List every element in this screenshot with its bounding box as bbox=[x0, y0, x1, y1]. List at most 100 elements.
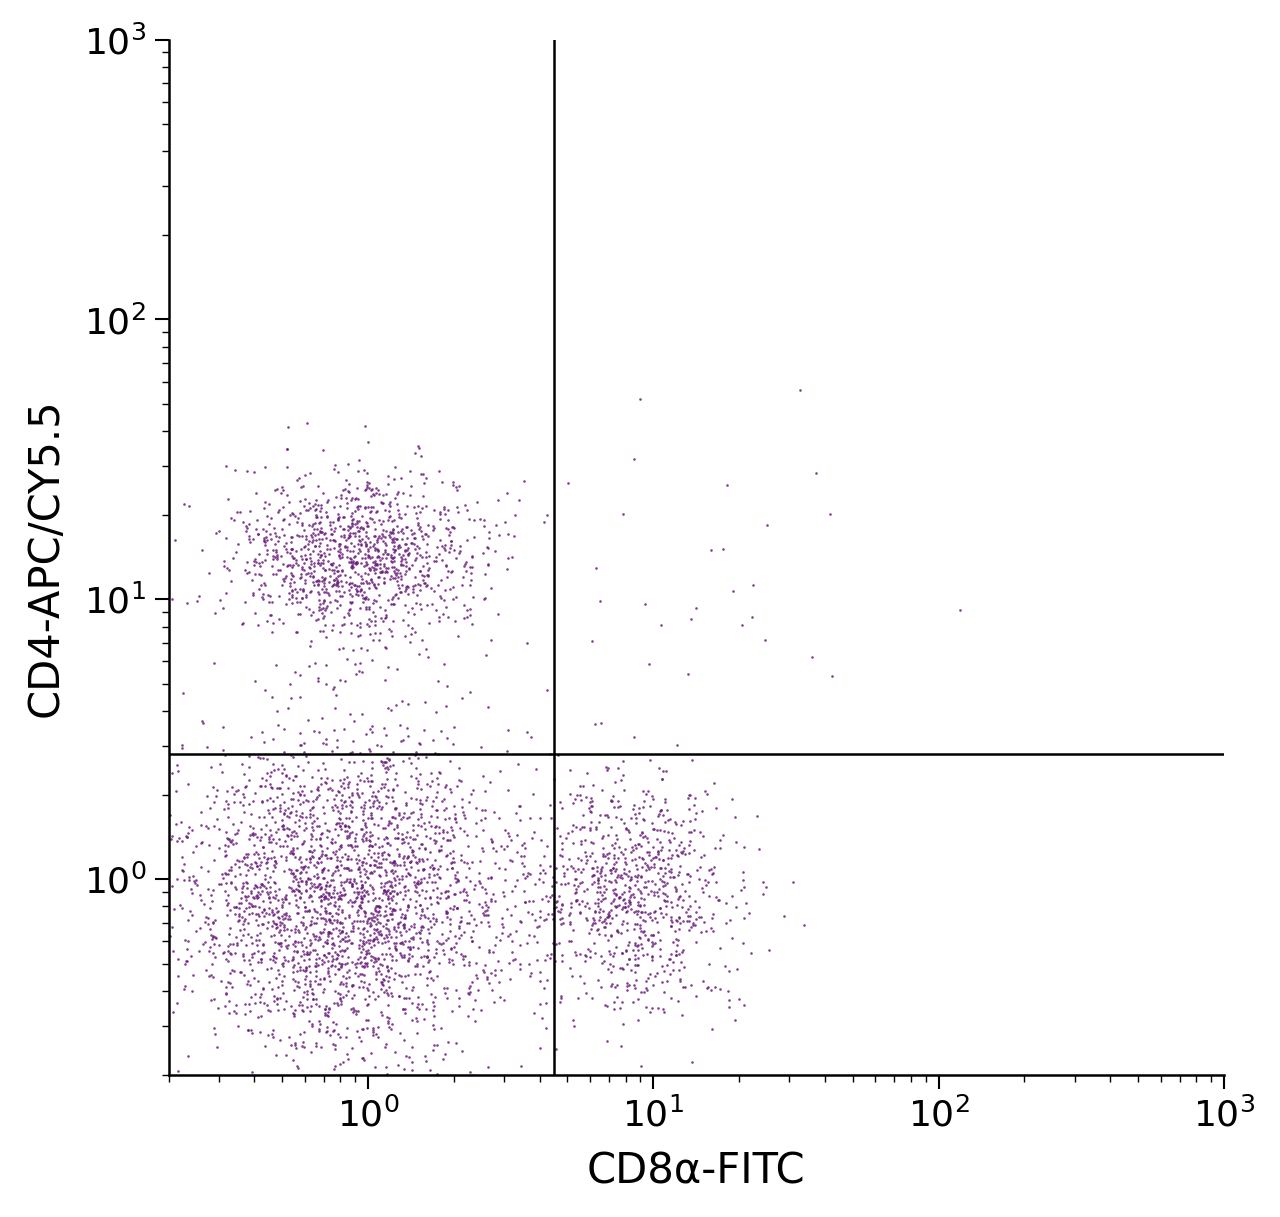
Point bbox=[361, 486, 381, 505]
Point bbox=[374, 842, 394, 862]
Point bbox=[466, 965, 486, 985]
Point bbox=[590, 877, 611, 897]
Point bbox=[239, 825, 260, 845]
Point bbox=[329, 913, 349, 932]
Point bbox=[385, 927, 406, 947]
Point bbox=[273, 914, 293, 933]
Point bbox=[435, 881, 456, 901]
Point bbox=[516, 869, 536, 888]
Point bbox=[379, 507, 399, 527]
Point bbox=[311, 554, 332, 573]
Point bbox=[407, 871, 428, 891]
Point bbox=[384, 551, 404, 571]
Point bbox=[682, 915, 703, 935]
Point bbox=[357, 930, 378, 949]
Point bbox=[370, 954, 390, 974]
Point bbox=[361, 752, 381, 772]
Point bbox=[346, 808, 366, 828]
Point bbox=[369, 511, 389, 531]
Point bbox=[475, 781, 495, 801]
Point bbox=[344, 548, 365, 567]
Point bbox=[621, 808, 641, 828]
Point bbox=[282, 539, 302, 559]
Point bbox=[352, 877, 372, 897]
Point bbox=[297, 944, 317, 964]
Point bbox=[300, 943, 320, 963]
Point bbox=[402, 842, 422, 862]
Point bbox=[219, 991, 239, 1010]
Point bbox=[460, 557, 480, 577]
Point bbox=[612, 868, 632, 887]
Point bbox=[273, 892, 293, 912]
Point bbox=[356, 553, 376, 572]
Point bbox=[356, 724, 376, 744]
Point bbox=[323, 512, 343, 532]
Point bbox=[611, 924, 631, 943]
Point bbox=[349, 924, 370, 943]
Point bbox=[641, 937, 662, 957]
Point bbox=[342, 876, 362, 896]
Point bbox=[652, 871, 672, 891]
Point bbox=[666, 814, 686, 834]
Point bbox=[244, 864, 265, 884]
Point bbox=[730, 989, 750, 1009]
Point bbox=[333, 902, 353, 921]
Point bbox=[417, 849, 438, 869]
Point bbox=[296, 937, 316, 957]
Point bbox=[260, 767, 280, 786]
Point bbox=[422, 881, 443, 901]
Point bbox=[316, 535, 337, 555]
Point bbox=[448, 770, 468, 790]
Point bbox=[364, 849, 384, 869]
Point bbox=[426, 893, 447, 913]
Point bbox=[370, 514, 390, 533]
Point bbox=[365, 1058, 385, 1077]
Point bbox=[681, 610, 701, 629]
Point bbox=[485, 960, 506, 980]
Point bbox=[404, 576, 425, 595]
Point bbox=[364, 931, 384, 950]
Point bbox=[228, 849, 248, 869]
Point bbox=[635, 978, 655, 998]
Point bbox=[356, 821, 376, 841]
Point bbox=[280, 539, 301, 559]
Point bbox=[323, 1034, 343, 1054]
Point bbox=[444, 926, 465, 946]
Point bbox=[616, 819, 636, 839]
Point bbox=[347, 901, 367, 920]
Point bbox=[216, 823, 237, 842]
Point bbox=[324, 789, 344, 808]
Point bbox=[588, 893, 608, 913]
Point bbox=[568, 988, 589, 1008]
Point bbox=[323, 933, 343, 953]
Point bbox=[419, 515, 439, 534]
Point bbox=[306, 1037, 326, 1056]
Point bbox=[366, 905, 387, 925]
Point bbox=[352, 784, 372, 803]
Point bbox=[347, 882, 367, 902]
Point bbox=[452, 797, 472, 817]
Point bbox=[261, 825, 282, 845]
Point bbox=[381, 787, 402, 807]
Point bbox=[415, 525, 435, 544]
Point bbox=[412, 835, 433, 854]
Point bbox=[407, 574, 428, 594]
Point bbox=[311, 896, 332, 915]
Point bbox=[269, 527, 289, 546]
Point bbox=[265, 813, 285, 832]
Point bbox=[283, 549, 303, 568]
Point bbox=[340, 801, 361, 820]
Point bbox=[411, 779, 431, 798]
Point bbox=[294, 573, 315, 593]
Point bbox=[256, 612, 276, 632]
Point bbox=[393, 853, 413, 873]
Point bbox=[458, 1006, 479, 1026]
Point bbox=[684, 795, 704, 814]
Point bbox=[390, 908, 411, 927]
Point bbox=[364, 862, 384, 881]
Point bbox=[412, 556, 433, 576]
Point bbox=[467, 493, 488, 512]
Point bbox=[347, 576, 367, 595]
Point bbox=[243, 825, 264, 845]
Point bbox=[324, 892, 344, 912]
